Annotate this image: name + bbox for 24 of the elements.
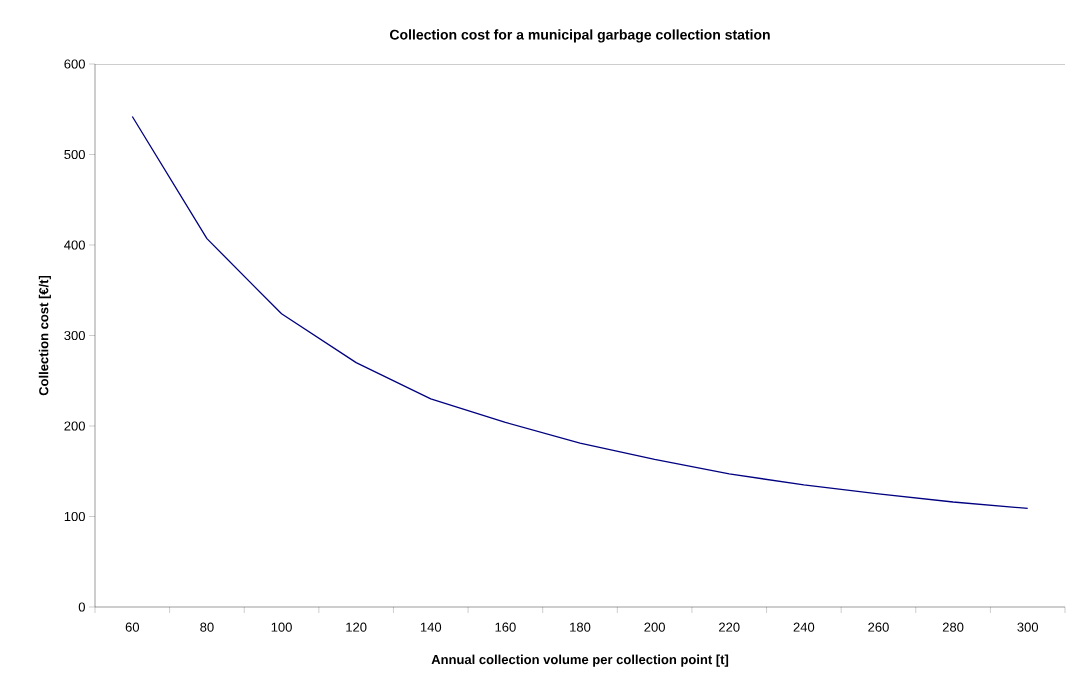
x-tick-label: 140 [420,622,442,632]
y-tick-label: 400 [64,240,85,250]
x-tick-label: 160 [495,622,516,632]
x-tick-label: 180 [570,622,591,632]
y-tick-label: 600 [64,59,85,69]
x-tick-label: 120 [346,622,367,632]
y-tick-label: 500 [64,149,85,160]
x-tick-label: 100 [271,622,292,632]
x-tick-label: 260 [868,622,889,632]
x-axis-title: Annual collection volume per collection point [t] [431,654,729,667]
y-tick-label: 0 [78,602,85,612]
y-tick-label: 200 [64,421,85,431]
y-tick-label: 100 [64,511,85,522]
x-tick-label: 240 [793,622,815,632]
y-tick-label: 300 [64,330,85,341]
x-tick-label: 280 [942,622,964,632]
x-tick-label: 200 [644,622,665,632]
x-tick-label: 60 [125,622,140,632]
y-axis-title: Collection cost [€/t] [38,275,51,396]
x-tick-label: 220 [719,622,740,632]
x-tick-label: 300 [1017,622,1039,632]
chart-title: Collection cost for a municipal garbage collection station [390,29,770,43]
x-tick-label: 80 [200,622,214,632]
line-series [131,115,1029,510]
